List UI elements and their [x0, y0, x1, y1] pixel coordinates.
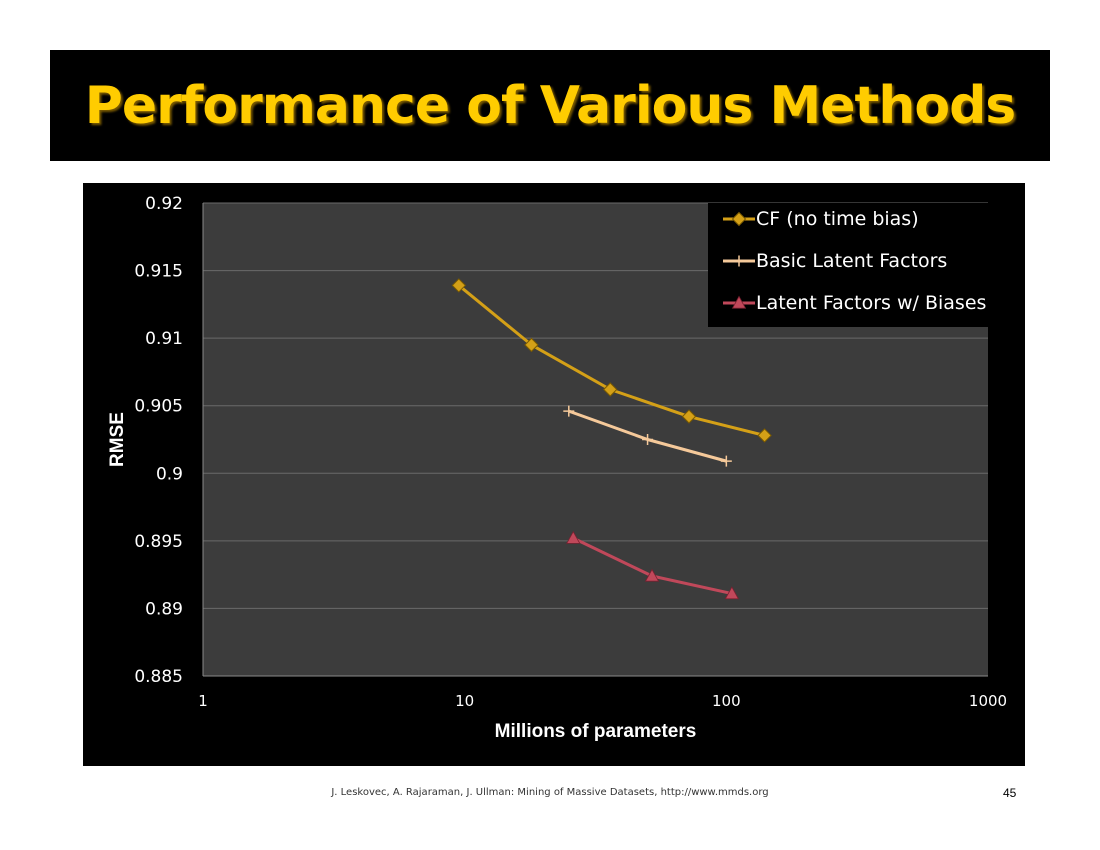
data-point-diamond: [731, 211, 747, 227]
series-line-3: [566, 530, 740, 600]
legend-box: [708, 203, 988, 327]
page-number: 45: [1003, 786, 1017, 800]
legend-item: Basic Latent Factors: [723, 250, 947, 272]
y-tick-label: 0.885: [134, 667, 183, 687]
data-point-plus: [642, 434, 654, 445]
series-line-1: [451, 278, 772, 443]
slide-title: Performance of Various Methods: [84, 75, 1017, 136]
data-point-diamond: [524, 337, 539, 353]
chart-container: 0.885 0.89 0.895 0.9 0.905 0.91 0.915 0.92 1 10 10…: [83, 183, 1025, 766]
data-point-diamond: [603, 382, 618, 397]
data-point-diamond: [681, 409, 697, 424]
legend-label: CF (no time bias): [756, 208, 919, 230]
legend-label: Basic Latent Factors: [756, 250, 947, 272]
legend-item: CF (no time bias): [723, 208, 919, 230]
x-tick-label: 10: [455, 692, 474, 710]
data-point-triangle: [566, 530, 581, 544]
x-tick-label: 1: [198, 692, 208, 710]
legend-item: Latent Factors w/ Biases: [723, 292, 986, 314]
data-point-triangle: [644, 568, 660, 582]
x-tick-label: 1000: [969, 692, 1007, 710]
y-tick-label: 0.895: [134, 532, 183, 552]
y-tick-label: 0.91: [145, 329, 183, 349]
data-point-plus: [563, 405, 575, 417]
y-tick-label: 0.89: [145, 599, 183, 619]
data-point-triangle: [724, 586, 740, 600]
data-point-plus: [720, 455, 732, 467]
data-point-plus: [733, 255, 745, 267]
series-line-2: [563, 405, 732, 467]
data-point-diamond: [757, 428, 772, 443]
line-chart: 0.885 0.89 0.895 0.9 0.905 0.91 0.915 0.92 1 10 10…: [107, 194, 1007, 742]
y-axis-title: RMSE: [107, 412, 128, 467]
data-point-diamond: [451, 278, 467, 293]
data-point-triangle: [731, 295, 747, 309]
y-tick-label: 0.905: [134, 397, 183, 417]
y-tick-label: 0.92: [145, 194, 183, 214]
y-tick-label: 0.9: [156, 464, 183, 484]
footer-citation: J. Leskovec, A. Rajaraman, J. Ullman: Mi…: [331, 787, 769, 798]
y-tick-label: 0.915: [134, 262, 183, 282]
x-axis-title: Millions of parameters: [495, 721, 697, 742]
title-bar: Performance of Various Methods: [50, 50, 1050, 161]
x-tick-label: 100: [712, 692, 741, 710]
legend-label: Latent Factors w/ Biases: [756, 292, 986, 314]
